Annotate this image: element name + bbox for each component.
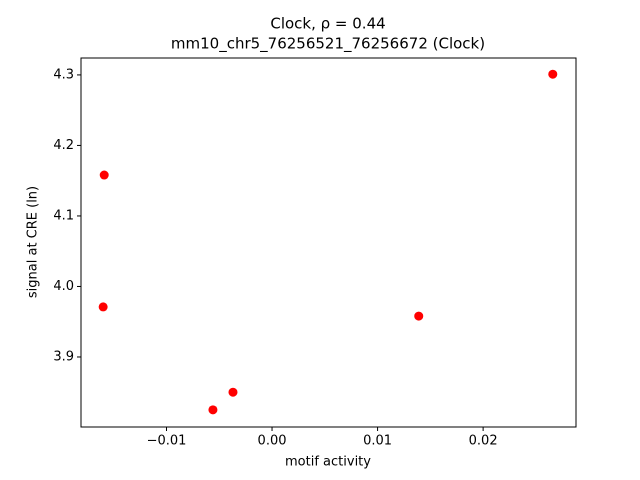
y-tick-label: 4.0 <box>53 279 74 294</box>
point <box>548 69 558 79</box>
y-tick-label: 3.9 <box>53 349 74 364</box>
y-tick-label: 4.2 <box>53 138 74 153</box>
x-tick-label: 0.00 <box>258 434 287 449</box>
point <box>208 405 218 415</box>
point <box>228 387 238 397</box>
x-tick-label: 0.02 <box>469 434 498 449</box>
plot-frame <box>80 57 577 428</box>
y-tick-label: 4.1 <box>53 208 74 223</box>
x-tick-label: 0.01 <box>363 434 392 449</box>
point <box>98 302 108 312</box>
x-tick-label: −0.01 <box>147 434 187 449</box>
point <box>414 311 424 321</box>
point <box>99 170 109 180</box>
y-axis-label: signal at CRE (ln) <box>26 186 41 298</box>
y-tick-label: 4.3 <box>53 67 74 82</box>
x-axis-label: motif activity <box>285 455 371 470</box>
chart-title: Clock, ρ = 0.44 <box>270 15 385 33</box>
chart-subtitle: mm10_chr5_76256521_76256672 (Clock) <box>171 35 485 54</box>
